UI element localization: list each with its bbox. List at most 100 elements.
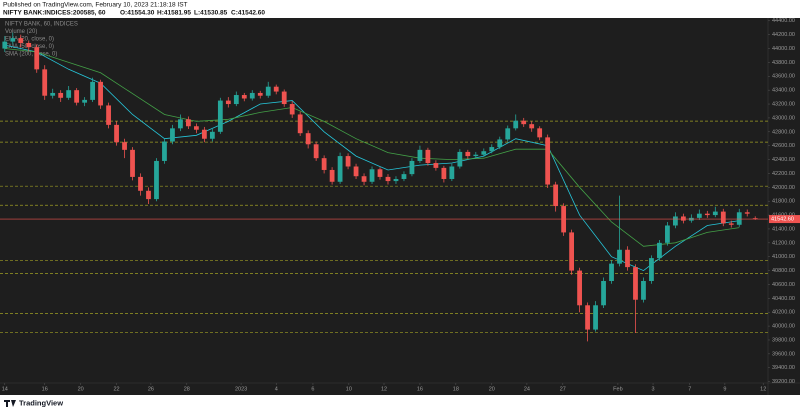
- x-tick-label: 12: [760, 386, 766, 392]
- candle-body: [257, 92, 263, 96]
- y-tick-label: 41400.00: [772, 226, 795, 232]
- candle-body: [513, 120, 519, 129]
- candle-body: [401, 174, 407, 179]
- candle-body: [593, 305, 598, 330]
- candle-body: [720, 211, 726, 224]
- candle-body: [225, 100, 231, 105]
- y-tick-label: 40600.00: [772, 282, 795, 288]
- candle-body: [337, 156, 343, 182]
- x-tick-label: 16: [417, 386, 423, 392]
- candle-body: [2, 41, 8, 49]
- candle-body: [433, 163, 439, 168]
- candle-body: [98, 81, 103, 106]
- candle-body: [393, 178, 399, 182]
- x-tick-label: 24: [524, 386, 530, 392]
- legend-ohlc: C:41542.60: [231, 10, 265, 17]
- y-tick-label: 40800.00: [772, 268, 795, 274]
- candle-body: [233, 95, 239, 105]
- candle-body: [50, 92, 56, 96]
- candle-body: [273, 86, 279, 92]
- candle-body: [696, 213, 702, 218]
- candle-body: [537, 128, 543, 138]
- candle-body: [712, 211, 718, 216]
- y-tick-label: 41000.00: [772, 254, 795, 260]
- candle-body: [106, 105, 111, 125]
- candle-body: [585, 305, 590, 330]
- candle-body: [26, 42, 32, 48]
- y-tick-label: 44400.00: [772, 18, 795, 24]
- y-tick-label: 43200.00: [772, 101, 795, 107]
- y-tick-label: 42400.00: [772, 157, 795, 163]
- y-tick-label: 42000.00: [772, 185, 795, 191]
- candle-body: [649, 258, 654, 281]
- candle-body: [82, 99, 88, 103]
- candle-body: [417, 149, 423, 161]
- candle-body: [170, 128, 175, 142]
- x-tick-label: 12: [381, 386, 387, 392]
- x-tick-label: 16: [42, 386, 48, 392]
- candle-body: [369, 169, 375, 182]
- indicator-label: NIFTY BANK, 60, INDICES: [5, 22, 78, 28]
- logo-icon: [4, 400, 16, 407]
- x-tick-label: Feb: [613, 386, 622, 392]
- y-tick-label: 42800.00: [772, 129, 795, 135]
- candle-body: [657, 242, 662, 259]
- indicator-label: SMA (200, close, 0): [5, 52, 57, 58]
- x-tick-label: 6: [311, 386, 314, 392]
- published: Published on TradingView.com, February 1…: [3, 2, 188, 9]
- symbol: NIFTY BANK:INDICES:200585, 60: [3, 10, 106, 17]
- legend-ohlc: O:41554.30: [120, 10, 155, 17]
- y-tick-label: 41200.00: [772, 240, 795, 246]
- candle-body: [146, 190, 151, 200]
- x-tick-label: 18: [453, 386, 459, 392]
- y-tick-label: 39400.00: [772, 365, 795, 371]
- candle-body: [209, 131, 215, 139]
- candle-body: [577, 270, 582, 306]
- legend-ohlc: H:41581.95: [157, 10, 191, 17]
- candle-body: [409, 160, 415, 175]
- candle-body: [18, 38, 24, 43]
- candle-body: [704, 213, 710, 216]
- candle-body: [529, 124, 535, 129]
- chart-bg: [0, 18, 800, 395]
- y-tick-label: 43800.00: [772, 60, 795, 66]
- y-tick-label: 43000.00: [772, 115, 795, 121]
- candle-body: [545, 137, 551, 185]
- candle-body: [425, 149, 431, 164]
- candle-body: [74, 90, 80, 103]
- candle-body: [617, 249, 622, 264]
- candle-body: [449, 166, 455, 179]
- y-tick-label: 43600.00: [772, 74, 795, 80]
- candle-body: [569, 232, 575, 271]
- candle-body: [329, 169, 335, 182]
- header-bg: [0, 0, 800, 18]
- candle-body: [122, 142, 127, 150]
- candle-body: [10, 38, 16, 42]
- x-tick-label: 4: [275, 386, 278, 392]
- candle-body: [138, 176, 143, 191]
- candle-body: [321, 158, 327, 170]
- y-tick-label: 39600.00: [772, 351, 795, 357]
- x-tick-label: 2023: [235, 386, 247, 392]
- candle-body: [114, 124, 119, 143]
- candle-body: [34, 47, 40, 70]
- candle-body: [680, 216, 686, 221]
- x-tick-label: 7: [688, 386, 691, 392]
- candle-body: [752, 218, 758, 220]
- candle-body: [728, 223, 734, 225]
- candle-body: [186, 119, 191, 127]
- candle-body: [297, 114, 303, 134]
- candle-body: [665, 225, 670, 243]
- candle-body: [130, 149, 135, 177]
- candle-body: [609, 263, 614, 281]
- x-tick-label: 14: [2, 386, 8, 392]
- y-tick-label: 42200.00: [772, 171, 795, 177]
- y-tick-label: 40200.00: [772, 310, 795, 316]
- x-tick-label: 27: [560, 386, 566, 392]
- candle-body: [249, 92, 255, 99]
- y-tick-label: 44200.00: [772, 32, 795, 38]
- candle-body: [66, 90, 72, 98]
- candle-body: [633, 267, 638, 300]
